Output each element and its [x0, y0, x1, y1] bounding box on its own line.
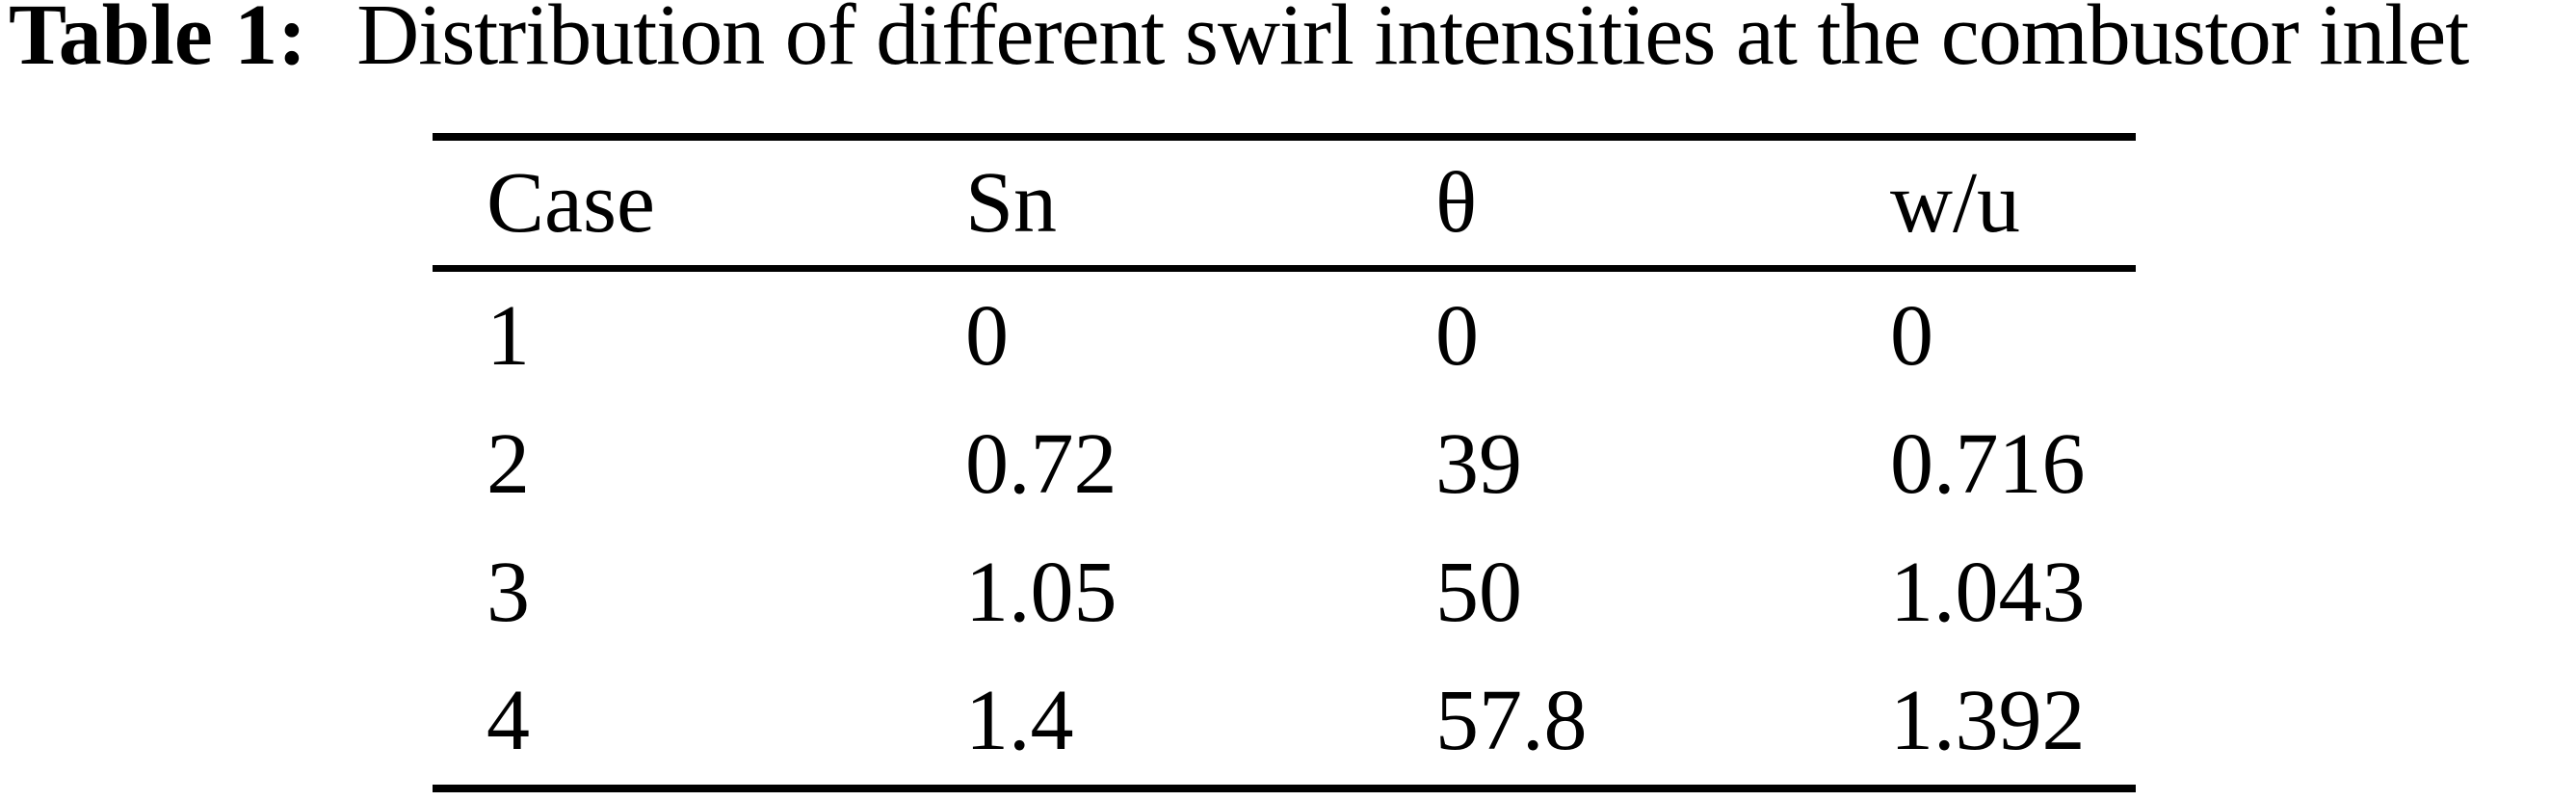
- cell-theta: 0: [1435, 287, 1479, 384]
- column-header-theta: θ: [1435, 154, 1478, 251]
- table-row: 3 1.05 50 1.043: [433, 528, 2136, 656]
- table-caption: Table 1: Distribution of different swirl …: [9, 0, 2469, 79]
- cell-wu: 0: [1890, 287, 1933, 384]
- table-row: 1 0 0 0: [433, 272, 2136, 400]
- cell-sn: 0: [965, 287, 1009, 384]
- data-table: Case Sn θ w/u 1 0 0 0 2 0.72 39 0.716 3 …: [433, 133, 2136, 792]
- cell-wu: 1.392: [1890, 672, 2086, 768]
- cell-wu: 0.716: [1890, 415, 2086, 512]
- table-top-rule: [433, 133, 2136, 141]
- cell-sn: 1.05: [965, 544, 1117, 640]
- column-header-case: Case: [486, 154, 655, 251]
- table-bottom-rule: [433, 785, 2136, 792]
- table-header-rule: [433, 265, 2136, 272]
- column-header-sn: Sn: [965, 154, 1058, 251]
- cell-sn: 0.72: [965, 415, 1117, 512]
- cell-wu: 1.043: [1890, 544, 2086, 640]
- table-row: 4 1.4 57.8 1.392: [433, 656, 2136, 785]
- table-caption-label: Table 1:: [9, 0, 307, 83]
- cell-case: 4: [486, 672, 530, 768]
- cell-theta: 39: [1435, 415, 1522, 512]
- table-row: 2 0.72 39 0.716: [433, 400, 2136, 528]
- table-header-row: Case Sn θ w/u: [433, 141, 2136, 265]
- cell-case: 1: [486, 287, 530, 384]
- cell-sn: 1.4: [965, 672, 1074, 768]
- cell-theta: 50: [1435, 544, 1522, 640]
- cell-case: 3: [486, 544, 530, 640]
- column-header-wu: w/u: [1890, 154, 2020, 251]
- cell-case: 2: [486, 415, 530, 512]
- cell-theta: 57.8: [1435, 672, 1588, 768]
- table-caption-text: Distribution of different swirl intensit…: [356, 0, 2469, 83]
